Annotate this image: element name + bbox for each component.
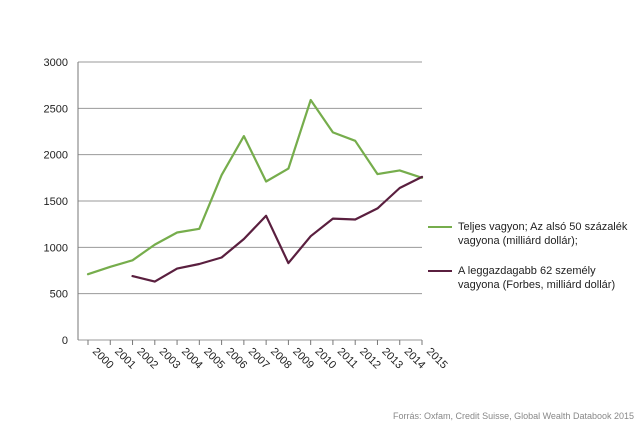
legend-label-series-2: A leggazdagabb 62 személy vagyona (Forbe… — [458, 265, 616, 291]
legend-swatch-series-2 — [428, 270, 452, 272]
y-tick-label: 0 — [62, 335, 68, 347]
axes — [77, 62, 423, 345]
series-line-2 — [131, 175, 424, 283]
x-tick-label: 2005 — [201, 346, 227, 372]
x-tick-label: 2000 — [90, 346, 116, 372]
grid-lines — [78, 61, 422, 341]
y-tick-label: 1500 — [44, 196, 68, 208]
y-tick-label: 2000 — [44, 150, 68, 162]
x-tick-label: 2003 — [157, 346, 183, 372]
x-tick-label: 2013 — [379, 346, 405, 372]
source-note: Forrás: Oxfam, Credit Suisse, Global Wea… — [393, 411, 634, 421]
y-tick-label: 1000 — [44, 242, 68, 254]
legend-swatch-series-1 — [428, 226, 452, 228]
legend-item-series-2: A leggazdagabb 62 személy vagyona (Forbe… — [428, 264, 638, 292]
x-tick-label: 2011 — [335, 346, 360, 371]
x-tick-label: 2012 — [357, 346, 383, 372]
series-line-1 — [86, 98, 424, 276]
x-tick-label: 2014 — [402, 346, 428, 372]
y-tick-label: 2500 — [44, 103, 68, 115]
x-tick-label: 2015 — [424, 346, 450, 372]
y-axis-tick-labels: 0 500 1000 1500 2000 2500 3000 — [44, 57, 68, 347]
x-axis-tick-labels: 2000200120022003200420052006200720082009… — [90, 346, 450, 372]
x-tick-label: 2008 — [268, 346, 294, 372]
x-tick-label: 2004 — [179, 346, 205, 372]
y-tick-label: 3000 — [44, 57, 68, 69]
x-tick-label: 2010 — [313, 346, 339, 372]
data-series — [86, 98, 424, 283]
legend-item-series-1: Teljes vagyon; Az alsó 50 százalék vagyo… — [428, 220, 638, 248]
x-tick-label: 2007 — [246, 346, 272, 372]
legend-label-series-1: Teljes vagyon; Az alsó 50 százalék vagyo… — [458, 221, 628, 247]
x-tick-label: 2002 — [134, 346, 160, 372]
x-tick-label: 2009 — [290, 346, 316, 372]
x-tick-label: 2006 — [223, 346, 249, 372]
y-tick-label: 500 — [50, 289, 68, 301]
x-tick-label: 2001 — [112, 346, 138, 372]
legend: Teljes vagyon; Az alsó 50 százalék vagyo… — [428, 220, 638, 308]
